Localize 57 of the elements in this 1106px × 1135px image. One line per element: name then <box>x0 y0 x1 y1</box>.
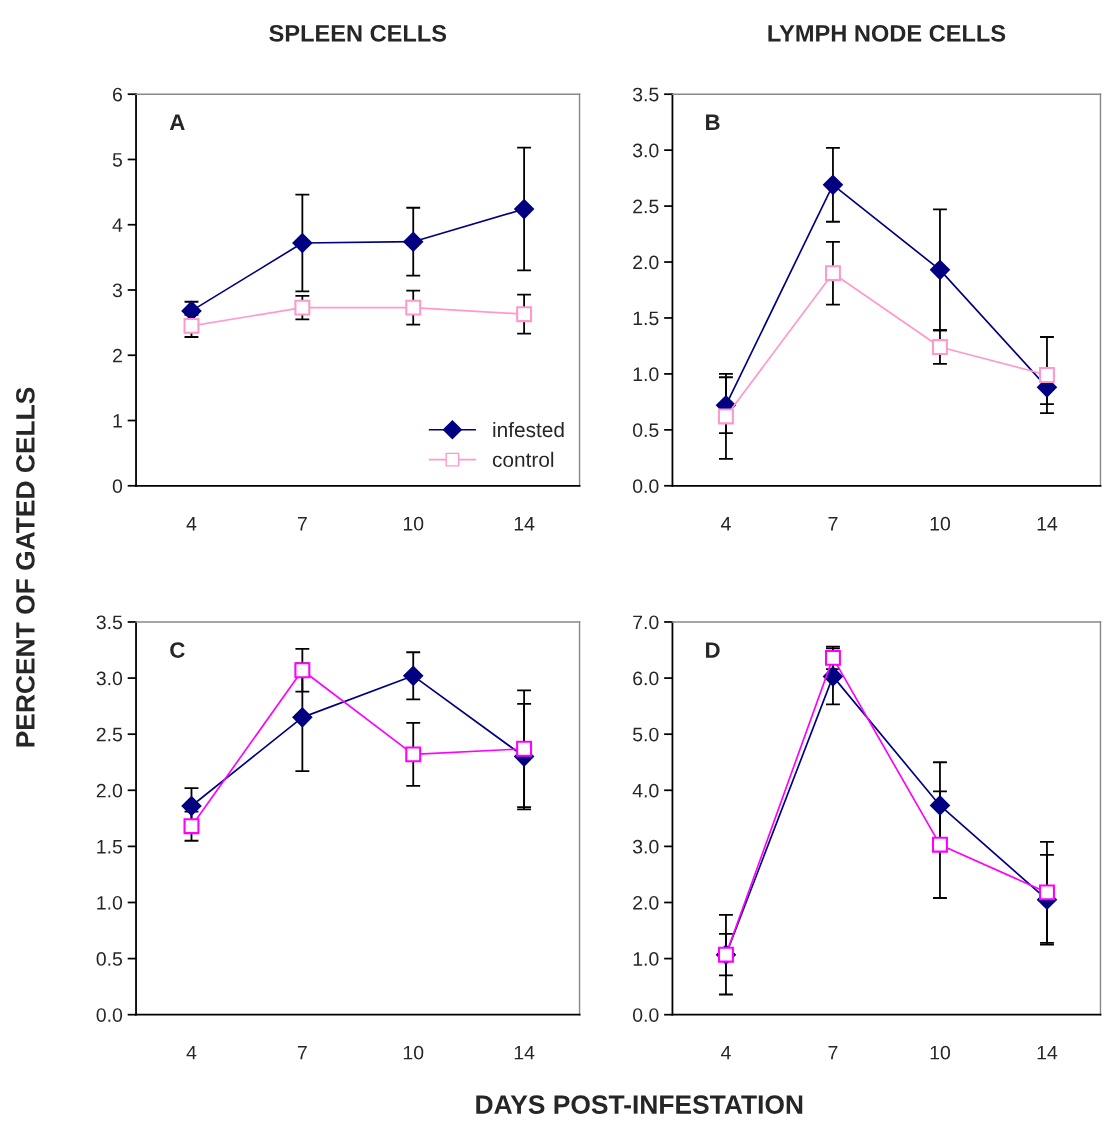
y-tick-label: 0 <box>112 479 123 494</box>
y-tick-label: 1.5 <box>97 840 123 854</box>
chart-title: LYMPH NODE CELLS <box>768 24 1006 42</box>
y-tick-label: 1.0 <box>97 895 123 910</box>
y-tick-label: 7.0 <box>633 615 659 630</box>
x-tick-label: 14 <box>514 517 535 531</box>
y-tick-label: 6 <box>113 87 122 102</box>
x-tick-label: 14 <box>514 1045 535 1060</box>
y-tick-label: 0.0 <box>632 1008 659 1022</box>
y-tick-label: 5.0 <box>633 727 659 742</box>
y-tick-label: 1.5 <box>633 311 659 326</box>
x-tick-label: 14 <box>1037 1045 1058 1060</box>
y-tick-label: 3.0 <box>632 839 659 854</box>
y-tick-label: 2.5 <box>96 727 123 742</box>
y-tick-label: 1.0 <box>633 952 659 966</box>
y-tick-label: 4.0 <box>632 783 659 798</box>
y-tick-label: 1.0 <box>633 367 659 382</box>
x-tick-label: 10 <box>930 516 951 531</box>
x-tick-label: 4 <box>186 1045 197 1060</box>
legend-label: infested <box>493 421 564 438</box>
y-tick-label: 3.0 <box>632 143 659 158</box>
y-tick-label: 1 <box>113 414 122 428</box>
y-axis-title: PERCENT OF GATED CELLS <box>16 387 35 747</box>
x-tick-label: 10 <box>403 516 424 531</box>
y-tick-label: 3.0 <box>96 671 123 686</box>
y-tick-label: 0.0 <box>96 1008 123 1022</box>
annotation: D <box>706 642 720 658</box>
y-tick-label: 0.0 <box>632 479 659 494</box>
annotation: B <box>706 114 720 130</box>
x-tick-label: 14 <box>1037 517 1058 531</box>
x-tick-label: 4 <box>186 517 197 531</box>
y-tick-label: 2.5 <box>633 199 659 214</box>
annotation: C <box>170 642 185 658</box>
y-tick-label: 0.5 <box>632 423 659 438</box>
y-tick-label: 3.5 <box>632 87 659 102</box>
x-tick-label: 10 <box>403 1045 424 1060</box>
x-tick-label: 4 <box>720 1045 731 1060</box>
chart-title: SPLEEN CELLS <box>269 24 447 42</box>
y-tick-label: 3 <box>112 283 122 298</box>
annotation: A <box>169 114 185 130</box>
y-tick-label: 2.0 <box>96 783 123 798</box>
y-tick-label: 3.5 <box>96 615 123 630</box>
legend-label: control <box>492 451 554 468</box>
y-tick-label: 0.5 <box>96 952 123 966</box>
x-axis-title: DAYS POST-INFESTATION <box>476 1095 803 1114</box>
x-tick-label: 7 <box>828 1045 838 1060</box>
y-tick-label: 6.0 <box>633 671 659 686</box>
y-tick-label: 2.0 <box>633 895 659 910</box>
x-tick-label: 7 <box>297 517 307 531</box>
x-tick-label: 10 <box>930 1045 951 1060</box>
x-tick-label: 4 <box>720 517 731 531</box>
y-tick-label: 4 <box>112 218 123 232</box>
x-tick-label: 7 <box>297 1045 307 1060</box>
y-tick-label: 2 <box>113 348 122 363</box>
y-tick-label: 2.0 <box>633 255 659 270</box>
y-tick-label: 5 <box>112 153 123 167</box>
x-tick-label: 7 <box>828 517 838 531</box>
